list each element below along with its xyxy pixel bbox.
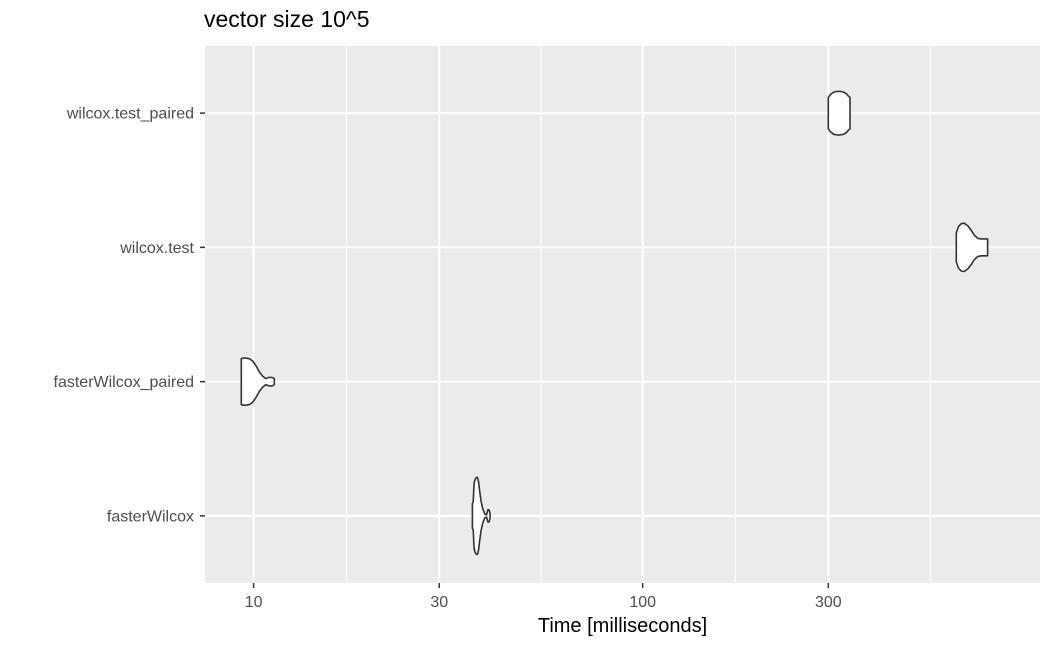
violin-fasterWilcox_paired	[240, 357, 276, 406]
violin-wilcox.test_paired	[827, 90, 851, 136]
violin-fasterWilcox	[471, 476, 491, 556]
minor-gridlines	[345, 46, 931, 583]
x-tick-label: 30	[430, 594, 448, 611]
chart-title: vector size 10^5	[204, 6, 370, 32]
violins	[240, 90, 989, 556]
x-tick-label: 100	[629, 594, 656, 611]
x-axis: 10 30 100 300	[245, 583, 842, 611]
violin-wilcox.test	[955, 222, 989, 273]
y-tick-label: wilcox.test_paired	[66, 106, 194, 123]
x-axis-title: Time [milliseconds]	[538, 615, 707, 637]
y-axis: fasterWilcox fasterWilcox_paired wilcox.te…	[54, 106, 205, 525]
y-tick-label: fasterWilcox	[107, 508, 194, 525]
x-tick-label: 10	[245, 594, 263, 611]
x-tick-label: 300	[815, 594, 842, 611]
y-tick-label: wilcox.test	[119, 240, 194, 257]
plot-panel	[205, 46, 1040, 583]
major-gridlines	[205, 46, 1040, 583]
y-tick-label: fasterWilcox_paired	[54, 374, 195, 391]
